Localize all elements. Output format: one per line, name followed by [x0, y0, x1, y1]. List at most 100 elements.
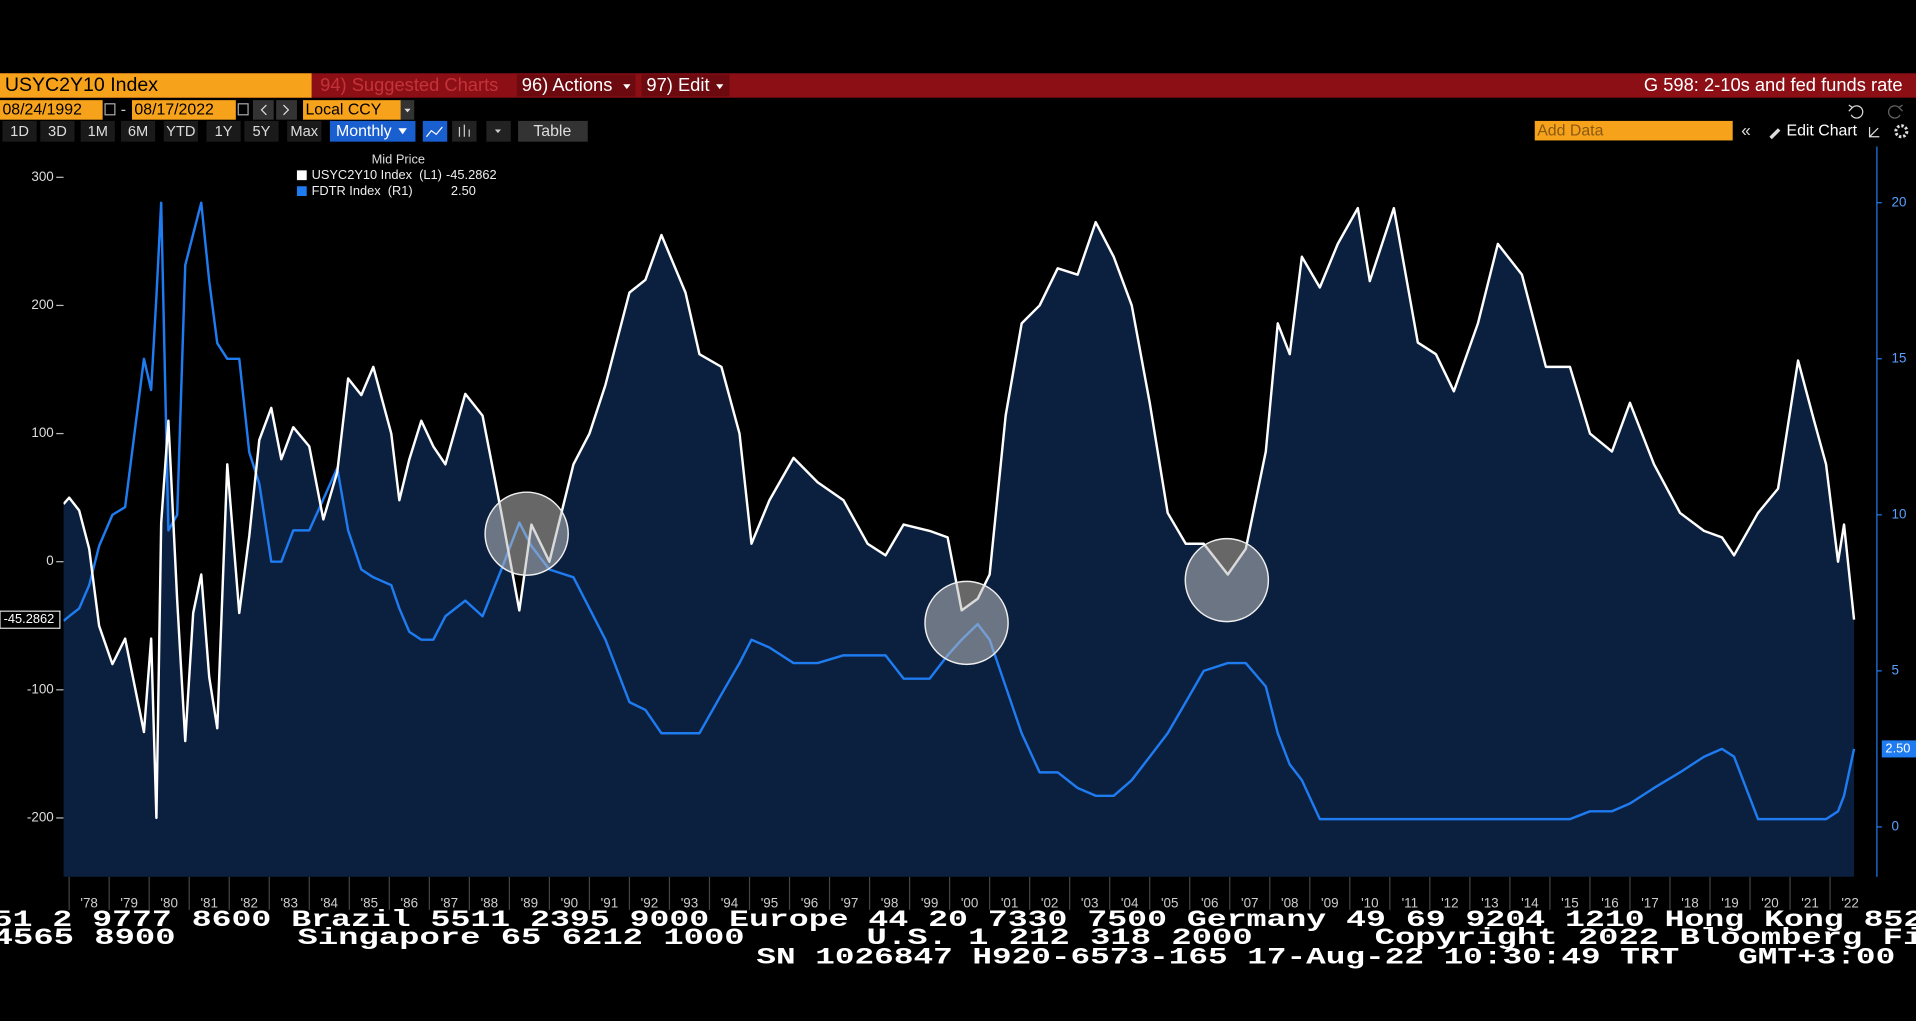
actions-button[interactable]: [516, 74, 636, 97]
redo-icon[interactable]: [1888, 104, 1903, 119]
y-tick-label: -200: [27, 809, 54, 824]
line-chart-button[interactable]: [422, 120, 448, 142]
x-tick-label: '80: [160, 895, 178, 910]
next-button[interactable]: [276, 100, 297, 120]
period-button[interactable]: [287, 120, 322, 142]
x-axis-band: [63, 876, 1877, 910]
period-label: 1Y: [215, 124, 233, 140]
dropdown-icon: [716, 84, 724, 90]
currency-box[interactable]: [303, 100, 401, 120]
x-tick-label: '12: [1441, 895, 1459, 910]
last-value-tag: [1881, 740, 1916, 758]
x-tick-label: '88: [481, 895, 499, 910]
last-value-label: 2.50: [1885, 740, 1910, 755]
x-tick-label: '82: [240, 895, 258, 910]
x-tick-label: '06: [1201, 895, 1219, 910]
x-tick-label: '84: [321, 895, 339, 910]
x-tick-label: '09: [1321, 895, 1339, 910]
x-tick-label: '21: [1801, 895, 1819, 910]
x-tick-label: '78: [80, 895, 98, 910]
suggested-charts[interactable]: 94) Suggested Charts: [320, 74, 498, 95]
last-value-tag: [0, 610, 61, 629]
x-tick-label: '15: [1561, 895, 1579, 910]
footer-line: 51 2 9777 8600 Brazil 5511 2395 9000 Eur…: [0, 907, 1916, 933]
actions: 96) Actions: [522, 74, 613, 95]
end-date: 08/17/2022: [134, 102, 214, 119]
y-tick-label: 200: [31, 297, 53, 312]
x-tick-label: '16: [1601, 895, 1619, 910]
edit: 97) Edit: [646, 74, 709, 95]
edit-chart[interactable]: Edit Chart: [1786, 122, 1857, 139]
period-label: 3D: [48, 124, 67, 140]
legend-title: Mid Price: [372, 151, 425, 166]
y2-tick-label: 0: [1892, 818, 1899, 833]
legend-swatch: [296, 170, 307, 181]
table-button[interactable]: [518, 120, 588, 142]
period-button[interactable]: [2, 120, 37, 142]
x-tick-label: '95: [761, 895, 779, 910]
x-tick-label: '10: [1361, 895, 1379, 910]
x-tick-label: '17: [1641, 895, 1659, 910]
security-box[interactable]: [0, 73, 312, 98]
period-button[interactable]: [244, 120, 279, 142]
period-button[interactable]: [206, 120, 241, 142]
bar-chart-icon: [458, 124, 470, 137]
period-button[interactable]: [40, 120, 75, 142]
settings-icon[interactable]: [1894, 124, 1909, 139]
legend-value: 2.50: [451, 183, 476, 198]
period-button[interactable]: [163, 120, 198, 142]
x-tick-label: '94: [721, 895, 739, 910]
dropdown-icon: [494, 129, 501, 134]
x-tick-label: '87: [441, 895, 459, 910]
x-tick-label: '19: [1721, 895, 1739, 910]
y-tick-label: 0: [46, 553, 53, 568]
edit-button[interactable]: [641, 74, 730, 97]
period-buttons: 1D 3D 1M 6M YTD 1Y 5Y Max: [2, 120, 322, 142]
calendar-icon[interactable]: [104, 103, 116, 116]
x-tick-label: '96: [801, 895, 819, 910]
legend-label: FDTR Index (R1): [312, 183, 413, 198]
period-label: Max: [290, 124, 318, 140]
x-tick-label: '86: [401, 895, 419, 910]
start-date-box[interactable]: [0, 100, 103, 120]
x-tick-label: '07: [1241, 895, 1259, 910]
x-tick-label: '02: [1041, 895, 1059, 910]
x-tick-label: '98: [881, 895, 899, 910]
x-tick-label: '20: [1761, 895, 1779, 910]
x-tick-label: '89: [521, 895, 539, 910]
legend-swatch: [296, 186, 307, 197]
undo-icon[interactable]: [1848, 104, 1864, 119]
x-tick-label: '93: [681, 895, 699, 910]
x-tick-label: '99: [921, 895, 939, 910]
x-tick-label: '00: [961, 895, 979, 910]
next-icon: [283, 104, 290, 116]
y2-tick-label: 15: [1892, 350, 1907, 365]
area: [63, 208, 1855, 877]
plot: -200 -100 0 100 200 300 0 5 10 15 20 '78 '79 '80 '81 '8…: [0, 146, 1916, 910]
period-label: 1D: [10, 124, 29, 140]
x-tick-label: '05: [1161, 895, 1179, 910]
period-button[interactable]: [120, 120, 156, 142]
x-tick-label: '03: [1081, 895, 1099, 910]
y2-tick-label: 10: [1892, 506, 1907, 521]
annotation-circle: [484, 491, 569, 576]
collapse-icon[interactable]: «: [1741, 121, 1751, 140]
x-tick-label: '22: [1841, 895, 1859, 910]
period-button[interactable]: [80, 120, 115, 142]
y2-tick-label: 5: [1892, 662, 1899, 677]
currency: Local CCY: [305, 102, 381, 119]
prev-button[interactable]: [252, 100, 274, 120]
header-bar: [0, 73, 1916, 98]
y-tick-label: 300: [31, 169, 53, 184]
period-label: YTD: [166, 124, 195, 140]
calendar-icon[interactable]: [237, 103, 249, 116]
x-tick-label: '92: [641, 895, 659, 910]
period-label: 1M: [88, 124, 108, 140]
frequency-box[interactable]: [329, 120, 416, 142]
end-date-box[interactable]: [131, 100, 236, 120]
annotation-circle: [924, 580, 1009, 666]
annotate-icon[interactable]: [1868, 127, 1880, 138]
add-data-box[interactable]: [1534, 120, 1733, 141]
x-tick-label: '13: [1481, 895, 1499, 910]
legend-value: -45.2862: [446, 167, 497, 182]
